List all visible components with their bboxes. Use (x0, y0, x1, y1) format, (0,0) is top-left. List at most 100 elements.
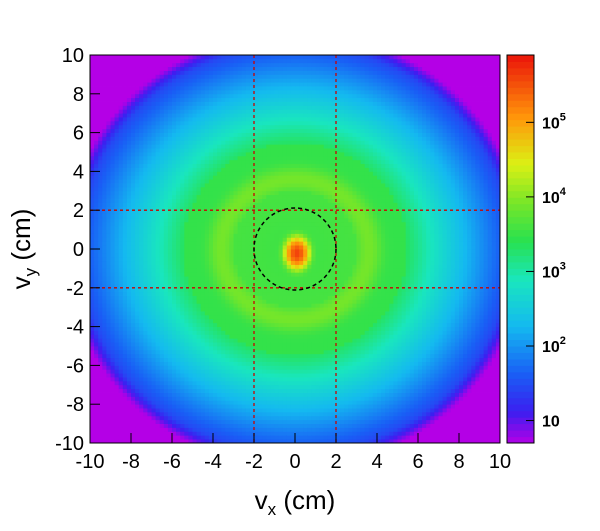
heatmap-cell (282, 101, 288, 106)
heatmap-cell (122, 171, 128, 176)
heatmap-cell (249, 97, 255, 102)
heatmap-cell (180, 202, 185, 207)
heatmap-cell (282, 175, 288, 180)
heatmap-cell (225, 93, 230, 99)
heatmap-cell (159, 318, 165, 324)
heatmap-cell (213, 136, 218, 141)
heatmap-cell (163, 101, 169, 106)
heatmap-cell (213, 388, 218, 393)
heatmap-cell (217, 101, 222, 106)
heatmap-cell (118, 334, 124, 339)
heatmap-cell (229, 256, 234, 262)
heatmap-cell (180, 113, 185, 118)
heatmap-cell (192, 396, 197, 401)
heatmap-cell (151, 128, 156, 133)
heatmap-cell (241, 70, 247, 75)
heatmap-cell (258, 93, 263, 99)
heatmap-cell (180, 190, 185, 196)
heatmap-cell (90, 190, 95, 196)
heatmap-cell (180, 132, 185, 137)
heatmap-cell (254, 396, 259, 401)
heatmap-cell (155, 155, 161, 161)
heatmap-cell (163, 311, 169, 316)
heatmap-cell (208, 373, 214, 378)
heatmap-cell (90, 93, 95, 99)
heatmap-cell (208, 338, 214, 343)
heatmap-cell (229, 171, 234, 176)
heatmap-cell (94, 415, 99, 421)
heatmap-cell (221, 404, 226, 409)
heatmap-cell (262, 318, 267, 324)
heatmap-cell (135, 217, 140, 223)
heatmap-cell (98, 295, 103, 300)
heatmap-cell (139, 120, 144, 126)
heatmap-cell (163, 55, 169, 60)
heatmap-cell (237, 419, 243, 424)
heatmap-cell (163, 272, 169, 277)
heatmap-cell (241, 55, 247, 60)
heatmap-cell (159, 190, 165, 196)
heatmap-cell (245, 183, 251, 188)
heatmap-cell (159, 384, 165, 390)
heatmap-cell (176, 369, 181, 374)
heatmap-cell (233, 392, 238, 397)
heatmap-cell (98, 206, 103, 211)
heatmap-cell (180, 58, 185, 64)
heatmap-cell (266, 411, 271, 417)
heatmap-cell (159, 233, 165, 238)
heatmap-cell (94, 66, 99, 71)
heatmap-cell (131, 384, 136, 390)
heatmap-cell (143, 256, 148, 262)
heatmap-cell (286, 353, 292, 359)
heatmap-cell (237, 101, 243, 106)
heatmap-cell (229, 423, 234, 428)
heatmap-cell (278, 369, 284, 374)
heatmap-cell (245, 361, 251, 366)
heatmap-cell (94, 380, 99, 386)
heatmap-cell (114, 349, 120, 355)
heatmap-cell (213, 303, 218, 308)
heatmap-cell (192, 82, 197, 87)
heatmap-cell (139, 415, 144, 421)
heatmap-cell (167, 272, 173, 277)
heatmap-cell (126, 62, 132, 68)
heatmap-cell (221, 214, 226, 219)
heatmap-cell (258, 86, 263, 91)
heatmap-cell (159, 268, 165, 273)
heatmap-cell (167, 93, 173, 99)
heatmap-cell (155, 384, 161, 390)
heatmap-cell (258, 322, 263, 327)
heatmap-cell (98, 322, 103, 327)
heatmap-cell (176, 86, 181, 91)
heatmap-cell (167, 62, 173, 68)
heatmap-cell (258, 373, 263, 378)
heatmap-cell (102, 171, 107, 176)
heatmap-cell (282, 291, 288, 296)
heatmap-cell (286, 179, 292, 184)
heatmap-cell (278, 423, 284, 428)
heatmap-cell (233, 377, 238, 382)
heatmap-cell (262, 89, 267, 95)
heatmap-cell (225, 97, 230, 102)
heatmap-cell (262, 303, 267, 308)
heatmap-cell (229, 303, 234, 308)
heatmap-cell (262, 70, 267, 75)
heatmap-cell (286, 357, 292, 362)
heatmap-cell (278, 419, 284, 424)
heatmap-cell (237, 202, 243, 207)
heatmap-cell (135, 86, 140, 91)
heatmap-cell (237, 210, 243, 215)
heatmap-cell (163, 357, 169, 362)
heatmap-cell (249, 384, 255, 390)
heatmap-cell (262, 159, 267, 165)
heatmap-cell (98, 311, 103, 316)
heatmap-cell (241, 326, 247, 331)
heatmap-cell (135, 82, 140, 87)
heatmap-cell (180, 66, 185, 71)
heatmap-cell (159, 132, 165, 137)
heatmap-cell (139, 105, 144, 110)
heatmap-cell (233, 272, 238, 277)
heatmap-cell (102, 140, 107, 145)
heatmap-cell (254, 334, 259, 339)
heatmap-cell (233, 74, 238, 79)
